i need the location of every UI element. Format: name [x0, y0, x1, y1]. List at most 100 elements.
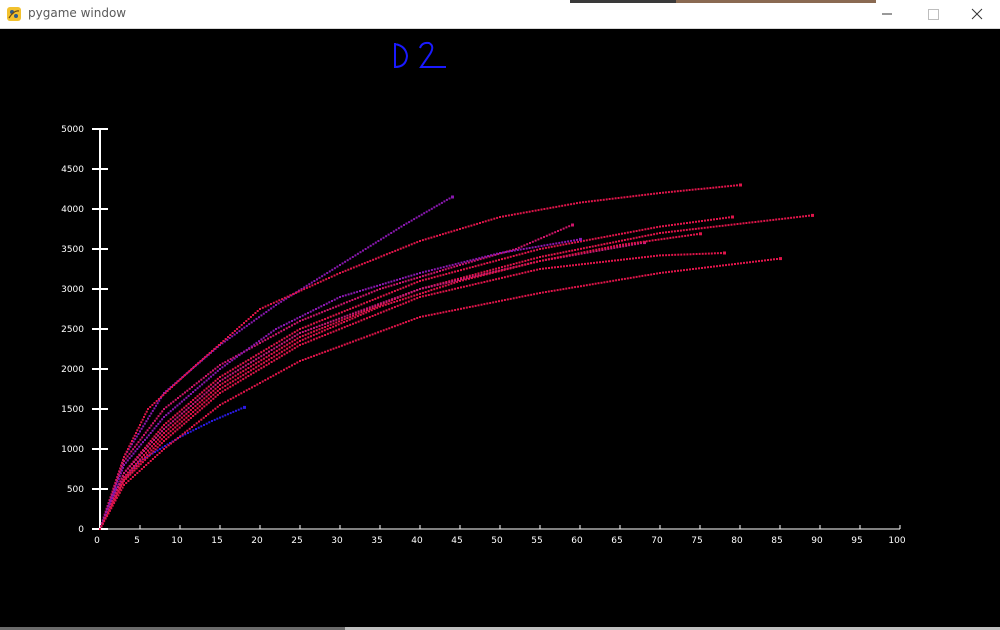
data-point [370, 286, 373, 289]
data-point [667, 231, 670, 233]
minimize-button[interactable] [864, 0, 910, 28]
data-point [558, 205, 561, 208]
data-point [216, 365, 219, 368]
data-point [394, 249, 397, 252]
data-point [393, 290, 396, 292]
data-point [329, 348, 332, 351]
data-point [407, 320, 410, 323]
title-bar[interactable]: pygame window [0, 0, 1000, 29]
data-point [357, 320, 360, 323]
data-point [172, 408, 174, 411]
data-point [293, 362, 296, 365]
data-point [539, 268, 541, 270]
data-point [277, 371, 280, 374]
data-point [424, 238, 427, 241]
data-point [283, 368, 285, 371]
data-point [216, 345, 219, 348]
data-point [374, 304, 377, 307]
data-point [137, 433, 140, 435]
data-point [436, 270, 439, 273]
data-point [610, 245, 613, 248]
data-point [222, 340, 225, 342]
data-point [117, 486, 119, 488]
data-point [109, 506, 112, 508]
data-point [489, 261, 492, 264]
data-point [216, 389, 219, 392]
data-point [174, 414, 177, 417]
data-point [597, 282, 600, 285]
data-point [305, 286, 308, 289]
data-point [359, 313, 362, 316]
data-point [653, 192, 656, 195]
data-point [147, 434, 150, 437]
data-point [688, 189, 691, 191]
data-point [585, 284, 588, 287]
data-point [642, 240, 645, 243]
window-title: pygame window [28, 6, 127, 20]
data-point [393, 325, 396, 328]
data-point [468, 266, 471, 269]
data-point [590, 262, 592, 265]
data-point [159, 432, 161, 435]
close-button[interactable] [954, 0, 1000, 28]
data-point [192, 399, 195, 401]
data-point [161, 410, 164, 413]
data-point [710, 218, 712, 221]
data-point [257, 368, 260, 371]
maximize-button[interactable] [910, 0, 956, 28]
data-point [255, 358, 258, 361]
data-point [546, 207, 549, 210]
data-point [260, 351, 263, 354]
data-point [492, 301, 495, 304]
data-point [621, 239, 623, 242]
data-point [226, 338, 229, 341]
data-point [169, 386, 172, 389]
data-point [399, 295, 402, 298]
data-point [351, 317, 354, 320]
data-point [198, 409, 201, 412]
data-point [160, 442, 163, 445]
data-point [421, 291, 424, 294]
data-point [224, 372, 227, 375]
data-point [401, 277, 404, 280]
data-point [268, 362, 270, 365]
data-point [501, 266, 503, 269]
data-point [454, 263, 457, 266]
data-point [359, 251, 362, 254]
data-point [270, 303, 272, 305]
data-point [727, 185, 730, 188]
data-point [368, 316, 371, 319]
data-point [356, 296, 359, 299]
data-point [203, 389, 206, 392]
data-point [374, 241, 377, 244]
data-point [239, 375, 242, 378]
data-point [201, 395, 204, 398]
data-point [617, 197, 620, 199]
data-point [135, 467, 138, 470]
data-point [143, 450, 145, 452]
data-point [286, 339, 289, 342]
data-point [200, 425, 203, 428]
data-point [638, 256, 640, 259]
data-point [369, 244, 372, 247]
data-point [172, 384, 174, 387]
data-point [553, 253, 556, 256]
data-point [236, 355, 238, 358]
data-point [338, 320, 341, 323]
data-point [103, 516, 106, 519]
data-point [305, 284, 308, 287]
data-point [618, 240, 620, 243]
data-point [237, 373, 240, 376]
data-point [267, 304, 270, 307]
data-point [110, 507, 113, 510]
data-point [283, 328, 285, 331]
data-point [451, 279, 454, 282]
data-point [611, 197, 614, 200]
data-point [153, 402, 156, 404]
data-point [454, 279, 457, 282]
data-point [709, 187, 712, 189]
data-point [427, 237, 430, 240]
x-tick-label: 90 [811, 536, 823, 546]
data-point [413, 290, 416, 292]
data-point [568, 225, 571, 228]
